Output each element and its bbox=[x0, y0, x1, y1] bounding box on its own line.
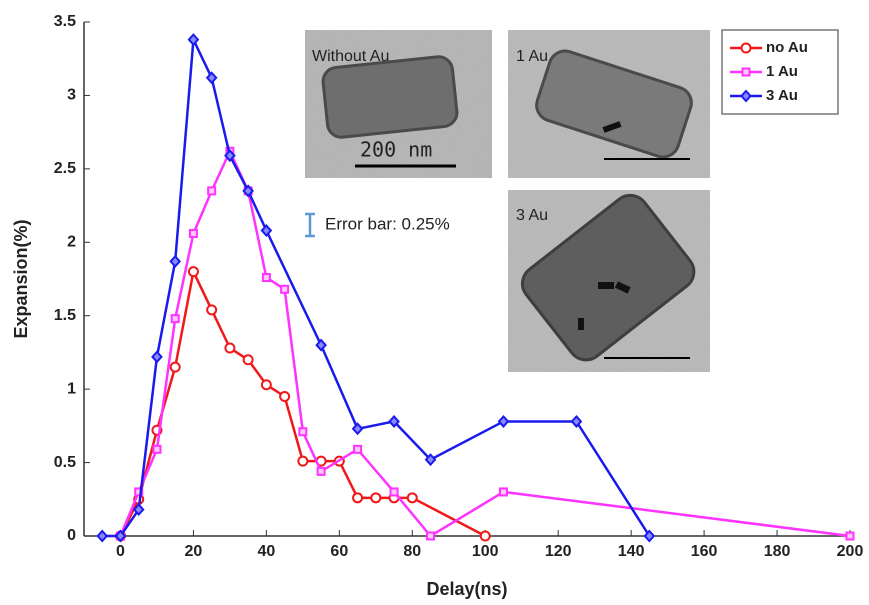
point bbox=[96, 529, 109, 543]
inset-without-au: 200 nm Without Au bbox=[305, 30, 492, 178]
point bbox=[207, 186, 217, 196]
point bbox=[497, 414, 510, 428]
y-tick-label: 2 bbox=[67, 234, 76, 251]
point bbox=[479, 530, 491, 542]
x-tick-label: 80 bbox=[403, 543, 421, 560]
point bbox=[242, 354, 254, 366]
point bbox=[388, 414, 400, 428]
x-tick-label: 180 bbox=[764, 543, 791, 560]
x-tick-label: 160 bbox=[691, 543, 718, 560]
point bbox=[643, 529, 656, 543]
x-tick-label: 200 bbox=[837, 543, 864, 560]
point bbox=[134, 487, 144, 497]
point bbox=[187, 266, 199, 278]
y-tick-label: 0 bbox=[67, 527, 76, 544]
x-tick-label: 100 bbox=[472, 543, 499, 560]
series-line bbox=[119, 267, 486, 538]
point bbox=[406, 492, 418, 504]
point bbox=[224, 149, 236, 163]
point bbox=[315, 338, 327, 352]
x-tick-label: 20 bbox=[185, 543, 203, 560]
inset-label: 3 Au bbox=[516, 207, 548, 224]
point bbox=[570, 414, 583, 428]
point bbox=[353, 444, 363, 454]
point bbox=[170, 314, 180, 324]
point bbox=[297, 455, 309, 467]
point bbox=[845, 531, 855, 541]
point bbox=[316, 466, 326, 476]
y-axis-label: Expansion(%) bbox=[11, 219, 31, 338]
y-tick-label: 3 bbox=[67, 87, 76, 104]
point bbox=[424, 453, 437, 467]
point bbox=[498, 487, 508, 497]
legend: no Au 1 Au 3 Au bbox=[721, 29, 839, 115]
x-tick-label: 140 bbox=[618, 543, 645, 560]
legend-label: no Au bbox=[766, 39, 808, 56]
y-tick-label: 2.5 bbox=[54, 160, 76, 177]
point bbox=[352, 492, 364, 504]
point bbox=[132, 503, 145, 517]
point bbox=[741, 67, 751, 77]
point bbox=[351, 422, 364, 436]
legend-label: 1 Au bbox=[766, 63, 798, 80]
point bbox=[206, 304, 218, 316]
point bbox=[261, 273, 271, 283]
point bbox=[152, 444, 162, 454]
point bbox=[740, 89, 752, 103]
annotation: Error bar: 0.25% bbox=[325, 214, 450, 233]
point bbox=[169, 254, 182, 268]
point bbox=[298, 427, 308, 437]
y-tick-label: 1.5 bbox=[54, 307, 76, 324]
point bbox=[280, 284, 290, 294]
point bbox=[151, 350, 163, 364]
inset-3-au: 3 Au bbox=[508, 190, 710, 372]
legend-label: 3 Au bbox=[766, 87, 798, 104]
error-bar-note: Error bar: 0.25% bbox=[305, 212, 450, 238]
x-tick-label: 60 bbox=[330, 543, 348, 560]
inset-label: Without Au bbox=[312, 48, 389, 65]
point bbox=[187, 33, 200, 47]
point bbox=[224, 342, 236, 354]
point bbox=[188, 228, 198, 238]
point bbox=[740, 42, 752, 54]
point bbox=[169, 361, 181, 373]
point bbox=[242, 184, 254, 198]
point bbox=[279, 390, 291, 402]
inset-label: 1 Au bbox=[516, 48, 548, 65]
y-tick-label: 3.5 bbox=[54, 13, 76, 30]
point bbox=[205, 71, 218, 85]
point bbox=[370, 492, 382, 504]
point bbox=[426, 531, 436, 541]
point bbox=[389, 487, 399, 497]
x-tick-label: 0 bbox=[116, 543, 125, 560]
scale-bar-label: 200 nm bbox=[360, 138, 432, 162]
x-tick-label: 40 bbox=[257, 543, 275, 560]
inset-1-au: 1 Au bbox=[508, 30, 710, 178]
point bbox=[260, 224, 273, 238]
x-tick-label: 120 bbox=[545, 543, 572, 560]
y-tick-label: 1 bbox=[67, 380, 76, 397]
point bbox=[114, 529, 127, 543]
y-tick-label: 0.5 bbox=[54, 454, 76, 471]
x-axis-label: Delay(ns) bbox=[426, 579, 507, 599]
point bbox=[260, 379, 272, 391]
